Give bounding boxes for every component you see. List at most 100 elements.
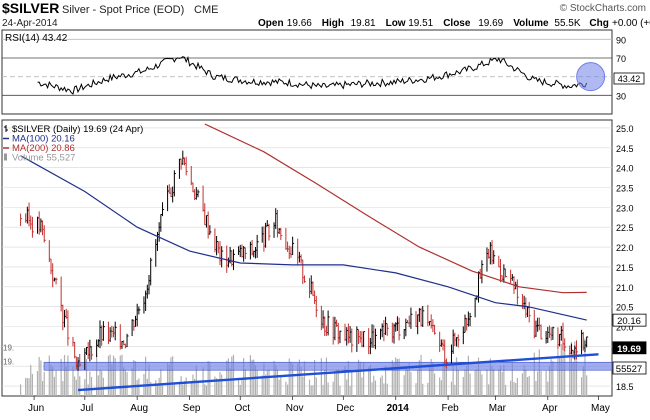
volume-bar: [384, 365, 387, 396]
volume-bar: [75, 379, 77, 396]
volume-bar: [391, 360, 393, 396]
volume-bar: [499, 365, 502, 396]
stats-row: Open 19.66 High 19.81 Low 19.51 Close 19.69 Volu…: [258, 18, 650, 29]
volume-bar: [430, 359, 432, 396]
volume-bar: [454, 384, 456, 396]
volume-bar: [297, 363, 299, 396]
volume-bar: [288, 358, 290, 396]
volume-bar: [96, 354, 98, 396]
volume-bar: [371, 382, 373, 396]
volume-bar: [60, 358, 62, 396]
volume-bar: [111, 364, 113, 396]
volume-bar: [526, 377, 529, 396]
volume-bar: [249, 355, 251, 396]
volume-bar: [310, 385, 312, 396]
volume-bar: [381, 375, 383, 396]
volume-bar: [393, 363, 395, 396]
volume-bar: [320, 358, 322, 396]
stat-value: 19.51: [408, 18, 433, 29]
volume-bar: [580, 377, 583, 396]
volume-bar: [136, 380, 138, 396]
volume-bar: [398, 358, 400, 396]
volume-bar: [40, 360, 42, 396]
x-tick-label: Jul: [80, 403, 93, 414]
volume-bar: [403, 375, 405, 396]
volume-bar: [557, 350, 559, 396]
rsi-series: [37, 55, 606, 95]
support-band-rect: [43, 361, 613, 371]
volume-bar: [368, 367, 370, 396]
volume-bar: [569, 356, 571, 396]
support-band: [43, 361, 613, 371]
symbol-title: $SILVER: [2, 0, 59, 16]
volume-bar: [55, 370, 57, 396]
volume-bar: [298, 359, 300, 396]
volume-bar: [357, 359, 360, 396]
volume-bar: [123, 367, 125, 396]
volume-bar: [48, 355, 50, 396]
volume-bar: [479, 370, 481, 396]
left-edge-labels: 19. 19.: [3, 343, 14, 366]
volume-bar: [285, 381, 287, 396]
volume-bar: [339, 385, 341, 396]
volume-bar: [112, 355, 115, 396]
volume-bar: [185, 377, 187, 396]
volume-bar: [215, 378, 218, 396]
x-tick-label: May: [591, 403, 610, 414]
stat-label: Close: [443, 18, 471, 29]
volume-bar: [243, 358, 245, 396]
trendline-layer: [77, 353, 599, 392]
volume-bar: [63, 354, 66, 396]
volume-bar: [481, 374, 483, 396]
x-tick-label: 2014: [387, 403, 410, 414]
volume-bar: [53, 376, 55, 396]
stat-label: High: [322, 18, 344, 29]
volume-bar: [131, 368, 133, 396]
volume-bar: [265, 374, 267, 396]
volume-bar: [312, 385, 314, 396]
volume-bar: [261, 375, 263, 396]
volume-bar: [322, 384, 324, 396]
price-tick-label: 23.0: [616, 203, 634, 213]
volume-bar: [486, 369, 488, 396]
volume-bar: [30, 364, 32, 396]
volume-bar: [256, 369, 258, 396]
x-tick-label: Aug: [130, 403, 148, 414]
volume-bar: [101, 371, 103, 396]
volume-bar: [192, 374, 194, 396]
volume-bar: [65, 366, 67, 396]
volume-bar: [538, 349, 540, 396]
volume-bar: [332, 381, 334, 396]
volume-bar: [25, 377, 27, 396]
rsi-grid: [2, 38, 612, 96]
volume-bar: [325, 357, 328, 396]
rsi-highlight-circle: [576, 62, 606, 92]
volume-bar: [308, 379, 311, 396]
left-edge-label: 19.: [3, 357, 14, 366]
volume-bar: [464, 369, 466, 396]
chart-header: $SILVER Silver - Spot Price (EOD) CME © …: [2, 0, 650, 29]
volume-bar: [442, 361, 444, 396]
volume-bar: [427, 382, 429, 396]
x-axis: Jun Jul Aug Sep Oct Nov Dec 2014 Feb Mar Apr May: [28, 396, 610, 414]
volume-bar: [516, 377, 518, 396]
volume-bar: [273, 361, 275, 396]
volume-bar: [559, 357, 561, 396]
volume-bar: [523, 364, 525, 396]
volume-bar: [537, 371, 539, 396]
volume-bar: [160, 369, 162, 396]
volume-bar: [209, 361, 211, 396]
volume-bar: [161, 385, 164, 396]
volume-bar: [337, 369, 339, 396]
volume-bar: [351, 371, 353, 396]
price-tick-label: 22.0: [616, 243, 634, 253]
volume-bar: [178, 381, 181, 396]
volume-bar: [67, 355, 69, 396]
volume-bar: [229, 368, 231, 396]
rsi-tick-label: 90: [616, 35, 626, 45]
volume-bar: [395, 357, 397, 396]
x-tick-label: Sep: [183, 403, 201, 414]
volume-bar: [334, 370, 336, 396]
volume-bar: [540, 371, 542, 396]
ma100-line: [20, 155, 587, 321]
